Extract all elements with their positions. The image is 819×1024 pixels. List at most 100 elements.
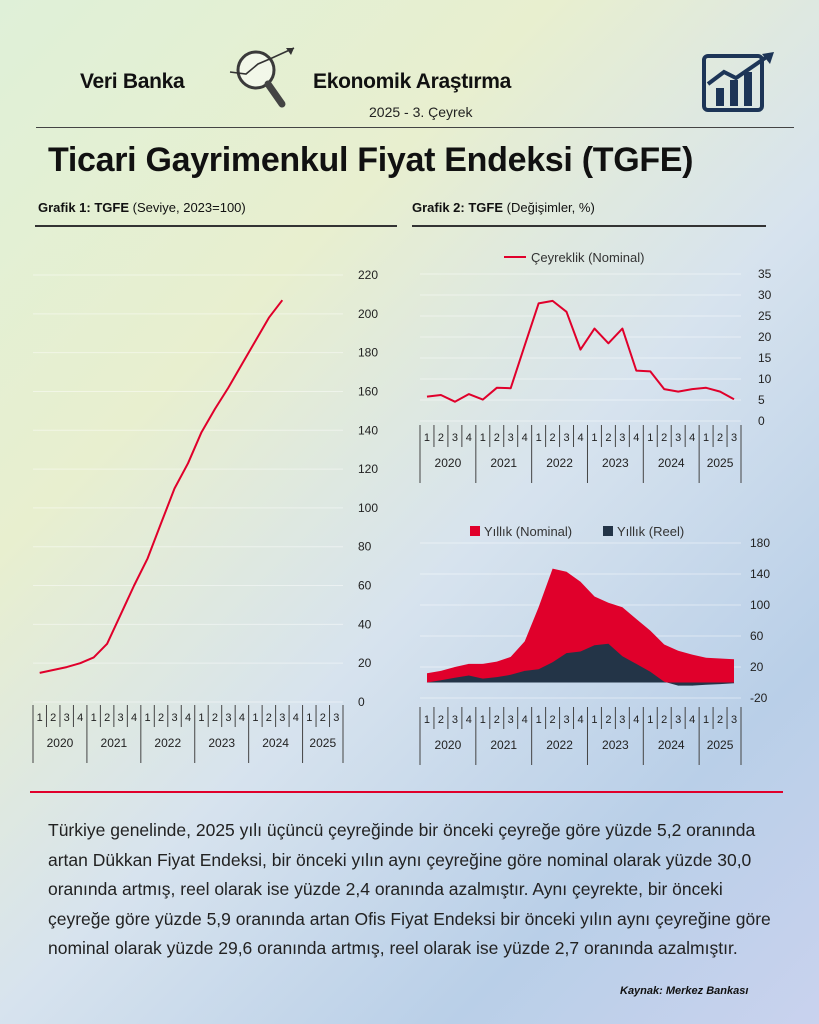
legend-swatch-nominal bbox=[470, 526, 480, 536]
year-label: 2022 bbox=[546, 456, 573, 470]
y-tick-label: 5 bbox=[758, 393, 765, 407]
x-tick-label: 3 bbox=[731, 714, 737, 726]
x-tick-label: 3 bbox=[452, 432, 458, 444]
x-tick-label: 2 bbox=[550, 432, 556, 444]
x-tick-label: 3 bbox=[508, 714, 514, 726]
y-tick-label: 160 bbox=[358, 384, 378, 398]
y-tick-label: 30 bbox=[758, 288, 772, 302]
y-tick-label: 15 bbox=[758, 351, 772, 365]
x-tick-label: 4 bbox=[466, 714, 472, 726]
x-tick-label: 3 bbox=[675, 432, 681, 444]
x-tick-label: 2 bbox=[104, 712, 110, 724]
x-tick-label: 3 bbox=[731, 432, 737, 444]
y-tick-label: 120 bbox=[358, 462, 378, 476]
year-label: 2024 bbox=[262, 736, 289, 750]
year-label: 2020 bbox=[435, 456, 462, 470]
header-divider bbox=[36, 127, 794, 128]
brand-right: Ekonomik Araştırma bbox=[313, 70, 512, 93]
y-tick-label: 140 bbox=[358, 423, 378, 437]
x-tick-label: 2 bbox=[717, 432, 723, 444]
x-tick-label: 2 bbox=[320, 712, 326, 724]
x-tick-label: 2 bbox=[212, 712, 218, 724]
y-tick-label: 80 bbox=[358, 540, 372, 554]
x-tick-label: 2 bbox=[661, 714, 667, 726]
y-tick-label: 180 bbox=[750, 536, 770, 550]
x-tick-label: 4 bbox=[522, 432, 528, 444]
x-tick-label: 1 bbox=[198, 712, 204, 724]
y-tick-label: 25 bbox=[758, 309, 772, 323]
y-tick-label: 100 bbox=[358, 501, 378, 515]
x-tick-label: 1 bbox=[703, 714, 709, 726]
x-tick-label: 2 bbox=[605, 714, 611, 726]
x-tick-label: 1 bbox=[703, 432, 709, 444]
x-tick-label: 4 bbox=[185, 712, 191, 724]
y-tick-label: 140 bbox=[750, 567, 770, 581]
x-tick-label: 1 bbox=[647, 714, 653, 726]
x-tick-label: 3 bbox=[225, 712, 231, 724]
y-tick-label: 40 bbox=[358, 617, 372, 631]
x-tick-label: 4 bbox=[633, 432, 639, 444]
x-tick-label: 1 bbox=[536, 432, 542, 444]
x-tick-label: 2 bbox=[494, 432, 500, 444]
year-label: 2024 bbox=[658, 456, 685, 470]
year-label: 2025 bbox=[707, 456, 734, 470]
year-label: 2023 bbox=[602, 456, 629, 470]
x-tick-label: 4 bbox=[689, 432, 695, 444]
x-tick-label: 1 bbox=[536, 714, 542, 726]
x-tick-label: 3 bbox=[508, 432, 514, 444]
legend-label-quarterly: Çeyreklik (Nominal) bbox=[531, 250, 644, 265]
legend-label-nominal: Yıllık (Nominal) bbox=[484, 524, 572, 539]
chart-annual-change: Yıllık (Nominal) Yıllık (Reel) -20 20 60 100 1… bbox=[419, 524, 770, 765]
x-tick-label: 4 bbox=[239, 712, 245, 724]
year-label: 2020 bbox=[435, 738, 462, 752]
year-label: 2021 bbox=[490, 456, 517, 470]
x-tick-label: 2 bbox=[158, 712, 164, 724]
year-label: 2025 bbox=[707, 738, 734, 752]
y-tick-label: 20 bbox=[750, 660, 764, 674]
y-tick-label: 20 bbox=[358, 656, 372, 670]
x-tick-label: 2 bbox=[605, 432, 611, 444]
source-note: Kaynak: Merkez Bankası bbox=[620, 985, 749, 997]
x-tick-label: 1 bbox=[480, 714, 486, 726]
x-tick-label: 1 bbox=[91, 712, 97, 724]
year-label: 2020 bbox=[47, 736, 74, 750]
y-tick-label: 60 bbox=[358, 579, 372, 593]
y-tick-label: 100 bbox=[750, 598, 770, 612]
x-tick-label: 4 bbox=[293, 712, 299, 724]
x-tick-label: 3 bbox=[563, 714, 569, 726]
year-label: 2022 bbox=[154, 736, 181, 750]
x-tick-label: 2 bbox=[717, 714, 723, 726]
series-line bbox=[39, 299, 284, 674]
y-tick-label: -20 bbox=[750, 691, 768, 705]
year-label: 2021 bbox=[101, 736, 128, 750]
graph2-title: Grafik 2: TGFE (Değişimler, %) bbox=[412, 200, 595, 215]
brand-left: Veri Banka bbox=[80, 70, 185, 93]
area-nominal bbox=[427, 568, 734, 683]
x-tick-label: 3 bbox=[171, 712, 177, 724]
y-tick-label: 0 bbox=[758, 414, 765, 428]
x-tick-label: 2 bbox=[438, 714, 444, 726]
period-label: 2025 - 3. Çeyrek bbox=[369, 104, 473, 120]
x-tick-label: 2 bbox=[661, 432, 667, 444]
y-tick-label: 20 bbox=[758, 330, 772, 344]
x-tick-label: 2 bbox=[550, 714, 556, 726]
x-tick-label: 2 bbox=[266, 712, 272, 724]
x-tick-label: 2 bbox=[438, 432, 444, 444]
x-tick-label: 1 bbox=[424, 432, 430, 444]
graph2-title-rule bbox=[412, 225, 766, 227]
x-tick-label: 4 bbox=[466, 432, 472, 444]
section-divider bbox=[30, 791, 783, 793]
x-tick-label: 1 bbox=[37, 712, 43, 724]
x-tick-label: 3 bbox=[675, 714, 681, 726]
y-tick-label: 200 bbox=[358, 307, 378, 321]
rising-bar-chart-icon bbox=[702, 52, 774, 112]
x-tick-label: 3 bbox=[279, 712, 285, 724]
x-tick-label: 3 bbox=[64, 712, 70, 724]
x-tick-label: 1 bbox=[591, 714, 597, 726]
description-text: Türkiye genelinde, 2025 yılı üçüncü çeyr… bbox=[48, 820, 771, 958]
x-tick-label: 3 bbox=[563, 432, 569, 444]
y-tick-label: 180 bbox=[358, 346, 378, 360]
year-label: 2025 bbox=[309, 736, 336, 750]
